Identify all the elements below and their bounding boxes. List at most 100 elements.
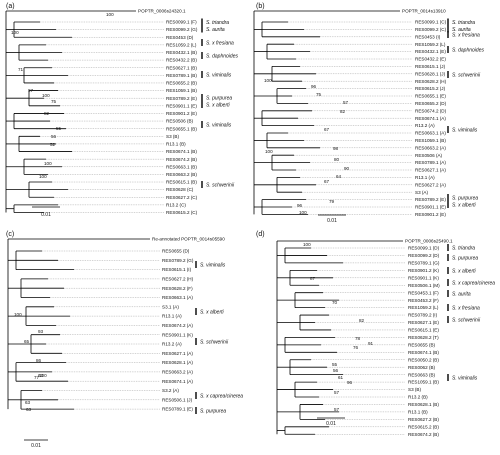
species-label: S. daphnoides <box>206 54 238 60</box>
bootstrap-value: 55 <box>56 126 62 131</box>
species-label: S. triandra <box>206 20 229 26</box>
leaf-label: RES0663 (B) <box>408 372 436 377</box>
leaf-label: RES0674.1 (A) <box>415 116 446 121</box>
leaf-label: RES0789.1 (A) <box>415 160 446 165</box>
leaf-label: R13.2 (A) <box>415 123 435 128</box>
leaf-label: RES0453 (D) <box>166 35 194 40</box>
bootstrap-value: 75 <box>51 99 57 104</box>
leaf-label: RES0655 (B) <box>408 342 436 347</box>
species-label: S. x fresiana <box>452 33 480 39</box>
species-label: S. schwerinii <box>452 318 481 324</box>
panel-letter: (a) <box>6 3 15 10</box>
leaf-label: RES0663.2 (A) <box>415 145 446 150</box>
tree-panel-b: (b) POPTR_0014s13910 RES0099.1 (C) RES0099.… <box>253 3 484 224</box>
scale-label: 0.01 <box>41 212 51 218</box>
bootstrap-value: 61 <box>338 375 344 380</box>
leaf-label: RES0615.2 (J) <box>415 86 446 91</box>
root-label: POPTR_0006s24320.1 <box>138 9 186 14</box>
leaf-label: R13.2 (C) <box>166 202 186 207</box>
leaf-label: S3.2 (A) <box>162 388 179 393</box>
leaf-label: RES0789.1 (E) <box>162 407 193 412</box>
leaf-label: R13.2 (A) <box>162 342 182 347</box>
species-label: S. viminalis <box>206 73 232 79</box>
bootstrap-value: 56 <box>333 368 339 373</box>
bootstrap-value: 100 <box>42 93 50 98</box>
scale-label: 0.01 <box>327 218 337 224</box>
species-label: S. purpurea <box>452 256 478 262</box>
bootstrap-value: 97 <box>28 88 34 93</box>
leaf-label: RES1059.2 (L) <box>166 42 197 47</box>
leaf-label: RES0099.2 (D) <box>408 253 440 258</box>
species-label: S. x alberti <box>452 203 477 209</box>
leaf-label: RES0099.1 (D) <box>408 246 440 251</box>
leaf-label: RES0050.2 (B) <box>408 357 439 362</box>
bootstrap-value: 93 <box>38 329 44 334</box>
leaf-label: RES0789.2 (I) <box>408 313 438 318</box>
leaf-label: RES1059.1 (B) <box>166 88 197 93</box>
bootstrap-value: 86 <box>36 358 42 363</box>
leaf-label: RES0789.2 (E) <box>166 96 197 101</box>
bootstrap-value: 98 <box>333 146 339 151</box>
leaf-label: RES0432.1 (B) <box>166 50 197 55</box>
leaf-label: RES0901.2 (K) <box>408 268 439 273</box>
leaf-label: RES0663.1 (B) <box>166 164 197 169</box>
leaf-label: RES0062 (B) <box>408 365 436 370</box>
leaf-label: RES0506 (B) <box>166 119 194 124</box>
leaf-label: RES0627.1 (B) <box>166 65 197 70</box>
leaf-label: RES0901.2 (E) <box>415 212 446 217</box>
bootstrap-value: 78 <box>355 336 361 341</box>
leaf-label: RES0901.1 (E) <box>166 103 197 108</box>
bootstrap-value: 52 <box>50 142 56 147</box>
leaf-label: RES0628.1 (B) <box>408 402 439 407</box>
leaf-label: R13.1 (A) <box>415 175 435 180</box>
bootstrap-value: 100 <box>303 242 311 247</box>
bootstrap-value: 80 <box>334 157 340 162</box>
leaf-label: R13.1 (B) <box>166 142 186 147</box>
leaf-label: RES0901.1 (K) <box>162 332 193 337</box>
bootstrap-value: 90 <box>344 166 350 171</box>
bootstrap-value: 67 <box>324 179 330 184</box>
species-label: S. schwerinii <box>452 73 481 79</box>
species-label: S. x alberti <box>206 103 231 109</box>
species-label: S. schwerinii <box>200 340 229 346</box>
root-label: POPTR_0006s25490.1 <box>405 239 453 244</box>
bootstrap-value: 56 <box>51 134 57 139</box>
bootstrap-value: 100 <box>44 161 52 166</box>
leaf-label: RES0615.1 (I) <box>162 267 192 272</box>
bootstrap-value: 64 <box>336 174 342 179</box>
bootstrap-value: 91 <box>368 341 374 346</box>
leaf-label: RES0628.2 (H) <box>415 79 447 84</box>
bootstrap-value: 82 <box>44 111 50 116</box>
panel-letter: (b) <box>256 3 265 10</box>
leaf-label: RES0674.2 (B) <box>166 157 197 162</box>
species-label: S. aurita <box>206 27 225 33</box>
leaf-label: RES0627.2 (H) <box>162 277 194 282</box>
leaf-label: RES0789.1 (B) <box>166 73 197 78</box>
leaf-label: R13.1 (A) <box>162 314 182 319</box>
bootstrap-value: 75 <box>316 92 322 97</box>
leaf-label: RES0789.2 (E) <box>415 197 446 202</box>
leaf-label: RES0099.2 (G) <box>166 27 198 32</box>
species-label: S. x fresiana <box>206 41 234 47</box>
leaf-label: RES0628 (C) <box>166 187 194 192</box>
leaf-label: RES0674.2 (A) <box>162 323 193 328</box>
bootstrap-value: 100 <box>14 312 22 317</box>
bootstrap-value: 57 <box>334 390 340 395</box>
scale-label: 0.01 <box>31 443 41 449</box>
leaf-label: RES0432.2 (B) <box>166 58 197 63</box>
leaf-label: RES0627.2 (B) <box>408 417 439 422</box>
leaf-label: RES0453 (I) <box>415 34 441 39</box>
bootstrap-value: 55 <box>332 362 338 367</box>
bootstrap-value: 76 <box>353 345 359 350</box>
leaf-label: RES0099.1 (C) <box>415 20 447 25</box>
leaf-label: RES0663.1 (A) <box>415 131 446 136</box>
leaf-label: RES0453.2 (F) <box>408 298 439 303</box>
bootstrap-value: 57 <box>334 407 340 412</box>
species-label: S. viminalis <box>452 376 478 382</box>
leaf-label: RES0789.2 (G) <box>162 258 194 263</box>
bootstrap-value: 67 <box>324 127 330 132</box>
leaf-label: RES0627.2 (A) <box>415 182 446 187</box>
species-label: S. purpurea <box>200 409 226 415</box>
panel-letter: (c) <box>6 231 14 238</box>
leaf-label: RES0627.2 (C) <box>166 195 198 200</box>
